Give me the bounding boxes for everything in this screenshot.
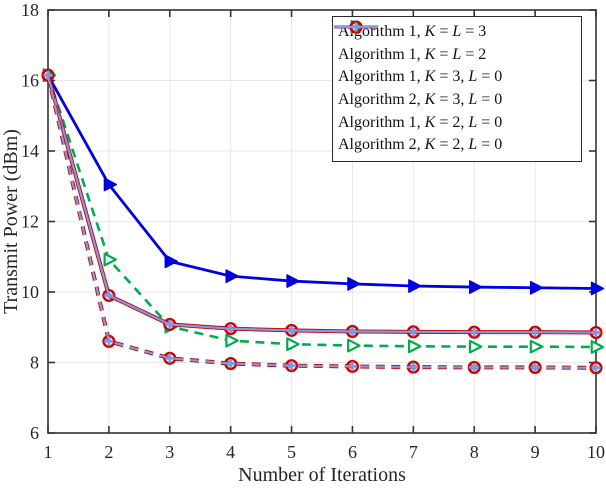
- marker-plus: [43, 70, 53, 80]
- series-markers: [43, 70, 601, 373]
- marker-triangle-open: [590, 340, 605, 354]
- legend-row: Algorithm 1, K = 2, L = 0: [334, 20, 575, 134]
- marker-plus: [469, 362, 479, 373]
- marker-plus: [347, 326, 358, 337]
- marker-triangle-open: [407, 339, 422, 354]
- marker-triangle-filled: [164, 254, 178, 269]
- x-tick-label: 8: [470, 442, 479, 462]
- x-tick-label: 3: [165, 442, 174, 462]
- marker-plus: [226, 358, 236, 369]
- marker-plus: [530, 327, 540, 337]
- y-tick-label: 10: [21, 282, 39, 302]
- y-axis-title: Transmit Power (dBm): [0, 129, 22, 314]
- legend-row: Algorithm 1, K = 3, L = 0: [334, 20, 575, 89]
- marker-plus: [165, 353, 175, 363]
- legend-row: Algorithm 1, K = L = 2: [334, 20, 575, 67]
- series-line: [46, 74, 597, 334]
- legend-label: Algorithm 1, K = L = 2: [338, 45, 487, 63]
- x-tick-label: 1: [44, 442, 53, 462]
- marker-plus: [469, 327, 479, 337]
- marker-plus: [104, 290, 114, 301]
- marker-triangle-filled: [286, 274, 300, 288]
- marker-triangle-filled: [469, 280, 483, 294]
- x-tick-label: 2: [104, 442, 113, 462]
- marker-circle-open: [102, 288, 116, 303]
- x-tick-label: 5: [287, 442, 296, 462]
- legend-row: Algorithm 2, K = 2, L = 0: [334, 22, 575, 157]
- legend-label: Algorithm 2, K = 3, L = 0: [338, 91, 503, 109]
- y-tick-label: 16: [21, 71, 39, 91]
- x-tick-label: 7: [409, 442, 418, 462]
- marker-triangle-open: [347, 338, 361, 353]
- x-tick-label: 4: [226, 442, 235, 462]
- marker-plus: [226, 324, 236, 334]
- marker-plus: [591, 327, 601, 338]
- marker-circle-open: [102, 334, 116, 348]
- marker-plus: [286, 325, 297, 336]
- marker-plus: [286, 361, 297, 371]
- legend-row: Algorithm 2, K = 3, L = 0: [334, 22, 575, 112]
- marker-plus: [347, 361, 358, 371]
- marker-plus: [591, 363, 601, 373]
- marker-plus: [530, 362, 540, 373]
- series-markers: [41, 68, 603, 375]
- legend-label: Algorithm 1, K = 2, L = 0: [338, 113, 503, 131]
- marker-triangle-filled: [103, 177, 118, 192]
- x-tick-label: 6: [348, 442, 357, 462]
- x-axis-title: Number of Iterations: [238, 464, 406, 486]
- marker-circle-open: [528, 360, 542, 374]
- y-tick-label: 8: [30, 353, 39, 373]
- marker-plus: [351, 22, 361, 32]
- marker-triangle-filled: [408, 279, 422, 293]
- y-tick-label: 14: [21, 141, 39, 161]
- marker-triangle-open: [529, 339, 544, 354]
- marker-circle-open: [589, 361, 603, 375]
- marker-plus: [408, 362, 418, 372]
- marker-plus: [165, 319, 175, 330]
- marker-triangle-open: [103, 252, 117, 267]
- y-tick-label: 6: [30, 423, 39, 443]
- x-tick-label: 9: [531, 442, 540, 462]
- marker-triangle-filled: [347, 276, 361, 291]
- legend: Algorithm 1, K = L = 3 Algorithm 1, K = L…: [332, 16, 582, 162]
- marker-triangle-filled: [590, 281, 605, 296]
- marker-plus: [408, 327, 418, 337]
- marker-plus: [104, 336, 114, 346]
- marker-triangle-open: [286, 337, 300, 352]
- legend-label: Algorithm 2, K = 2, L = 0: [338, 136, 503, 154]
- y-tick-label: 18: [21, 0, 39, 20]
- legend-label: Algorithm 1, K = 3, L = 0: [338, 68, 503, 86]
- marker-triangle-filled: [225, 269, 239, 284]
- series-line: [46, 74, 597, 369]
- series-line: [46, 74, 597, 290]
- y-tick-label: 12: [21, 212, 39, 232]
- series-line: [46, 74, 597, 349]
- marker-triangle-filled: [529, 280, 544, 295]
- marker-circle-open: [41, 68, 55, 82]
- marker-triangle-open: [468, 339, 483, 354]
- marker-triangle-open: [225, 333, 239, 348]
- x-tick-label: 10: [587, 442, 605, 462]
- legend-sample-line: [334, 22, 378, 32]
